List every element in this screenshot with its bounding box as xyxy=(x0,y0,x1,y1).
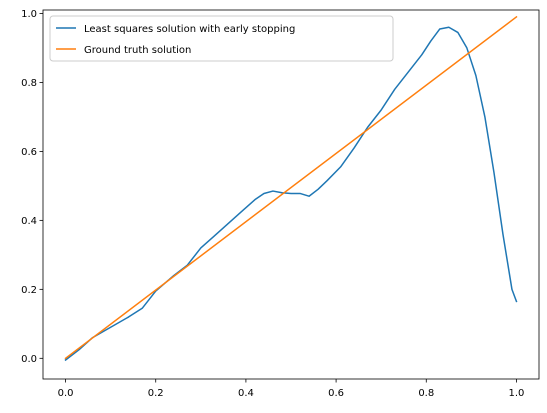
y-tick-label: 0.6 xyxy=(21,147,37,158)
x-tick-label: 0.6 xyxy=(328,388,344,399)
x-tick-label: 0.8 xyxy=(418,388,434,399)
legend-box xyxy=(49,15,394,62)
x-tick-label: 0.4 xyxy=(238,388,254,399)
y-axis-ticks: 0.0 0.2 0.4 0.6 0.8 1.0 xyxy=(21,9,43,365)
y-tick-label: 0.8 xyxy=(21,78,37,89)
x-tick-label: 0.0 xyxy=(58,388,74,399)
x-tick-label: 1.0 xyxy=(509,388,525,399)
x-axis-ticks: 0.0 0.2 0.4 0.6 0.8 1.0 xyxy=(58,379,525,399)
y-tick-label: 0.0 xyxy=(21,354,37,365)
legend: Least squares solution with early stoppi… xyxy=(49,15,394,62)
y-tick-label: 0.4 xyxy=(21,216,37,227)
series-line-1 xyxy=(64,15,518,360)
plot-area xyxy=(43,10,539,379)
axes-frame xyxy=(42,9,540,380)
y-tick-label: 1.0 xyxy=(21,9,37,20)
y-tick-label: 0.2 xyxy=(21,285,37,296)
x-tick-label: 0.2 xyxy=(148,388,164,399)
series-layer xyxy=(64,15,518,362)
legend-label-1: Ground truth solution xyxy=(84,45,191,56)
legend-label-0: Least squares solution with early stoppi… xyxy=(84,24,295,35)
